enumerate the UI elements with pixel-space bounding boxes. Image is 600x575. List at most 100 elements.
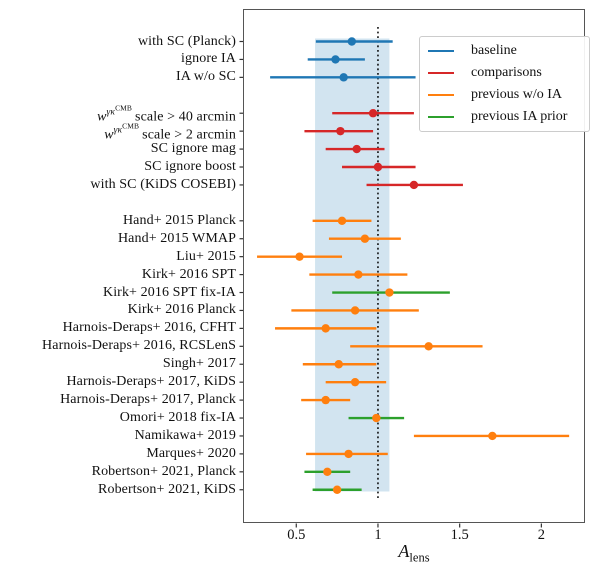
row-label-text: Hand+ 2015 WMAP <box>117 230 236 246</box>
row-label-text: scale > 40 arcmin <box>135 109 236 125</box>
row-label: Robertson+ 2021, KiDS <box>98 482 236 498</box>
math-superscript-text: γκ <box>106 107 116 118</box>
row-label: SC ignore mag <box>151 141 236 157</box>
x-axis-title-base: A <box>398 541 410 561</box>
row-label-text: scale > 2 arcmin <box>142 127 236 143</box>
row-label: Harnois-Deraps+ 2016, RCSLenS <box>42 338 236 354</box>
data-point-marker <box>331 55 340 64</box>
row-label: Hand+ 2015 Planck <box>123 213 236 229</box>
row-label-text: Robertson+ 2021, KiDS <box>98 481 236 497</box>
data-point-marker <box>373 162 383 172</box>
row-label-text: IA w/o SC <box>175 69 236 85</box>
legend-line-sample <box>428 49 454 53</box>
data-point-marker <box>336 126 345 136</box>
data-point-marker <box>360 234 370 243</box>
row-label-text: SC ignore mag <box>150 141 236 157</box>
row-label: Harnois-Deraps+ 2017, Planck <box>60 392 236 408</box>
legend-entry: previous IA prior <box>420 106 589 128</box>
row-label: Robertson+ 2021, Planck <box>92 464 236 480</box>
row-label: Kirk+ 2016 Planck <box>128 302 236 318</box>
math-supersuperscript: CMB <box>115 103 133 113</box>
data-point-marker <box>332 485 342 494</box>
row-label: wγκCMBscale > 2 arcmin <box>104 119 236 144</box>
data-point-marker <box>323 467 332 477</box>
row-label: Namikawa+ 2019 <box>135 428 236 444</box>
data-point-marker <box>354 270 363 279</box>
data-point-marker <box>372 413 381 423</box>
row-label: ignore IA <box>181 51 236 67</box>
data-point-marker <box>488 431 497 441</box>
data-point-marker <box>352 144 361 154</box>
data-point-marker <box>321 395 330 405</box>
data-point-marker <box>385 288 394 297</box>
legend-entry: baseline <box>420 40 589 62</box>
row-label-text: Kirk+ 2016 SPT fix-IA <box>102 284 236 300</box>
row-label: Hand+ 2015 WMAP <box>118 231 236 247</box>
row-label: wγκCMBscale > 40 arcmin <box>97 101 236 126</box>
row-label: Singh+ 2017 <box>163 356 236 372</box>
x-axis-title-sub: lens <box>409 550 430 565</box>
math-base: w <box>104 127 114 143</box>
data-point-marker <box>409 180 419 190</box>
row-label-text: Liu+ 2015 <box>176 248 236 264</box>
row-label-text: Omori+ 2018 fix-IA <box>119 410 236 426</box>
data-point-marker <box>344 449 353 459</box>
x-tick-label: 1 <box>374 527 382 543</box>
legend-line-sample <box>428 93 454 97</box>
row-label-text: Kirk+ 2016 SPT <box>141 266 236 282</box>
math-superscript-text: γκ <box>113 125 123 136</box>
row-label-text: with SC (KiDS COSEBI) <box>90 176 236 192</box>
row-label: Liu+ 2015 <box>176 249 236 265</box>
legend-entry: previous w/o IA <box>420 84 589 106</box>
math-superscript: γκCMB <box>106 104 133 118</box>
row-label: Marques+ 2020 <box>146 446 236 462</box>
row-label-text: Robertson+ 2021, Planck <box>91 463 236 479</box>
row-label-text: Hand+ 2015 Planck <box>122 212 236 228</box>
legend-entry-label: previous IA prior <box>471 109 568 124</box>
x-tick-label: 1.5 <box>450 527 469 543</box>
legend-entry: comparisons <box>420 62 589 84</box>
data-point-marker <box>350 306 360 315</box>
data-point-marker <box>295 252 304 261</box>
row-label-text: Harnois-Deraps+ 2016, CFHT <box>62 320 236 336</box>
row-label: Harnois-Deraps+ 2017, KiDS <box>66 374 236 390</box>
data-point-marker <box>321 324 330 333</box>
row-label-text: Namikawa+ 2019 <box>134 427 236 443</box>
row-label: Kirk+ 2016 SPT fix-IA <box>103 285 236 301</box>
data-point-marker <box>350 377 360 387</box>
row-label: with SC (KiDS COSEBI) <box>90 177 236 193</box>
row-label: Omori+ 2018 fix-IA <box>120 410 236 426</box>
row-label: Harnois-Deraps+ 2016, CFHT <box>63 320 236 336</box>
data-point-marker <box>339 73 348 82</box>
row-label-text: Singh+ 2017 <box>162 356 236 372</box>
row-label-text: Marques+ 2020 <box>146 445 236 461</box>
math-superscript: γκCMB <box>113 122 140 136</box>
math-supersuperscript: CMB <box>122 121 140 131</box>
row-label-text: ignore IA <box>181 51 236 67</box>
data-point-marker <box>337 216 347 225</box>
x-tick-label: 0.5 <box>287 527 306 543</box>
row-label: IA w/o SC <box>176 69 236 85</box>
legend-line-sample <box>428 71 454 75</box>
row-label-text: Kirk+ 2016 Planck <box>127 302 236 318</box>
legend: baseline comparisons previous w/o IA previo… <box>419 36 590 132</box>
legend-entry-label: previous w/o IA <box>471 87 562 102</box>
row-label-text: Harnois-Deraps+ 2017, Planck <box>60 392 236 408</box>
row-label: SC ignore boost <box>144 159 236 175</box>
x-tick-label: 2 <box>537 527 545 543</box>
data-point-marker <box>368 109 378 118</box>
plot-border <box>243 9 585 523</box>
row-label-text: SC ignore boost <box>144 159 236 174</box>
row-label-text: with SC (Planck) <box>137 33 236 49</box>
row-label-text: Harnois-Deraps+ 2016, RCSLenS <box>42 338 236 354</box>
math-base: w <box>97 109 107 125</box>
legend-entry-label: comparisons <box>471 65 542 80</box>
row-label: with SC (Planck) <box>138 34 236 50</box>
row-label-text: Harnois-Deraps+ 2017, KiDS <box>66 374 236 390</box>
data-point-marker <box>424 342 433 351</box>
x-axis-title: Alens <box>243 541 585 566</box>
row-label: Kirk+ 2016 SPT <box>142 267 236 283</box>
legend-line-sample <box>428 115 454 119</box>
